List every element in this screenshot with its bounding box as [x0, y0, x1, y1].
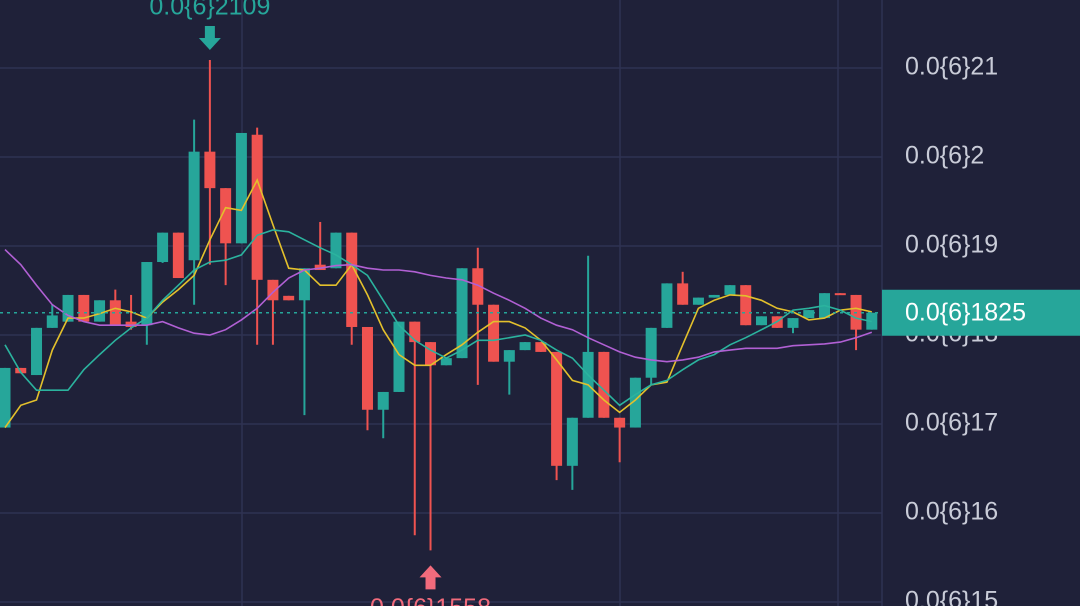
candle-body [645, 327, 657, 378]
candle-body [15, 367, 27, 374]
candle-body [834, 293, 846, 296]
candle-body [740, 285, 752, 326]
y-tick-label: 0.0{6}19 [905, 231, 998, 259]
candle-body [157, 232, 169, 263]
candle-body [708, 294, 720, 298]
candle-body [361, 326, 373, 410]
candle-body [787, 318, 799, 328]
candle-body [94, 300, 106, 322]
candle-body [31, 327, 43, 376]
candle-body [692, 297, 704, 305]
candle-body [251, 134, 263, 280]
candle-body [661, 283, 673, 328]
candle-body [346, 232, 358, 327]
candle-body [803, 310, 815, 319]
candle-body [220, 188, 232, 244]
candle-body [0, 367, 11, 428]
y-tick-label: 0.0{6}21 [905, 53, 998, 81]
candle-body [677, 283, 689, 305]
marker-label: 0.0{6}2109 [149, 0, 270, 21]
candle-body [314, 264, 326, 271]
y-tick-label: 0.0{6}16 [905, 498, 998, 526]
marker-arrow [198, 25, 221, 50]
marker-label: 0.0{6}1558 [370, 594, 491, 606]
candle-body [535, 342, 547, 352]
candle-body [267, 279, 279, 301]
candle-body [425, 342, 437, 366]
candle-body [488, 304, 500, 362]
candle-body [724, 285, 736, 295]
y-tick-label: 0.0{6}2 [905, 142, 984, 170]
candle-body [78, 294, 90, 322]
candle-body [46, 315, 58, 328]
candle-body [629, 377, 641, 428]
y-tick-label: 0.0{6}15 [905, 587, 998, 606]
candle-body [551, 351, 563, 466]
candle-body [566, 417, 578, 466]
candle-body [141, 262, 153, 326]
candle-body [204, 151, 216, 189]
candle-body [614, 417, 626, 428]
candle-body [503, 350, 515, 362]
candle-body [109, 300, 121, 326]
last-price-label: 0.0{6}1825 [905, 298, 1026, 326]
candle-body [298, 268, 310, 301]
candle-body [62, 294, 74, 322]
y-tick-label: 0.0{6}17 [905, 409, 998, 437]
candle-body [330, 232, 342, 269]
marker-arrow [419, 565, 442, 590]
candle-body [440, 358, 452, 366]
candle-body [598, 351, 610, 418]
candle-body [283, 295, 295, 301]
moving-average-line [4, 229, 872, 407]
moving-average-line [4, 249, 873, 363]
candle-body [393, 321, 405, 392]
candle-body [125, 321, 137, 327]
candle-body [519, 342, 531, 351]
candle-body [235, 132, 247, 244]
candle-body [409, 321, 421, 343]
candle-body [755, 316, 767, 326]
candle-body [377, 391, 389, 410]
last-price-box [882, 289, 1080, 336]
candle-body [188, 151, 200, 261]
candle-body [172, 232, 184, 279]
candle-body [472, 268, 484, 305]
